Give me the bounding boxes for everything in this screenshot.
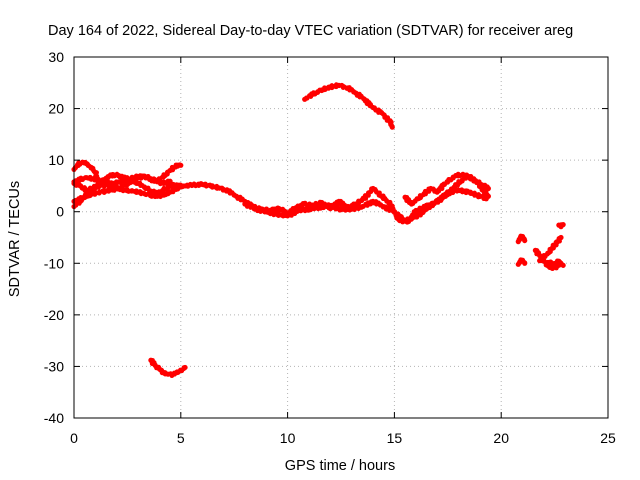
plot-frame [73, 56, 609, 419]
data-point [522, 260, 528, 266]
track-early-c [71, 184, 184, 204]
grid-lines [74, 57, 608, 418]
track-main-upper [402, 171, 491, 207]
track-high [302, 82, 395, 130]
data-point [167, 178, 173, 184]
data-point [485, 185, 491, 192]
x-tick-label: 0 [70, 430, 78, 446]
data-point [483, 196, 489, 202]
axis-ticks: 0 5 10 15 20 25 -40 -30 -20 -10 0 10 20 30 [44, 49, 616, 446]
data-points [71, 82, 566, 379]
y-tick-label: 0 [56, 204, 64, 220]
track-low [148, 357, 188, 379]
y-axis-label: SDTVAR / TECUs [7, 181, 23, 297]
data-point [560, 262, 566, 268]
y-tick-label: -10 [44, 255, 64, 271]
track-main-lower [242, 187, 489, 224]
x-tick-label: 15 [387, 430, 403, 446]
y-tick-label: 30 [48, 49, 64, 65]
y-tick-label: 20 [48, 101, 64, 117]
track-right-f [556, 222, 566, 230]
data-point [560, 222, 566, 228]
x-axis-label: GPS time / hours [285, 458, 395, 474]
y-tick-label: 10 [48, 152, 64, 168]
y-tick-label: -30 [44, 358, 64, 374]
data-point [558, 234, 564, 241]
chart-title: Day 164 of 2022, Sidereal Day-to-day VTE… [48, 23, 573, 39]
data-point [389, 124, 395, 130]
data-point [182, 364, 188, 371]
y-tick-label: -40 [44, 410, 64, 426]
x-tick-label: 10 [280, 430, 296, 446]
y-tick-label: -20 [44, 307, 64, 323]
track-right-b [515, 257, 528, 267]
data-point [178, 184, 184, 190]
x-tick-label: 20 [493, 430, 509, 446]
data-point [522, 237, 528, 244]
x-tick-label: 25 [600, 430, 616, 446]
track-right-a [515, 233, 528, 245]
track-early-d [71, 173, 173, 187]
data-point [178, 162, 184, 168]
track-right-e [543, 258, 566, 268]
track-right-d [537, 234, 564, 264]
x-tick-label: 5 [177, 430, 185, 446]
